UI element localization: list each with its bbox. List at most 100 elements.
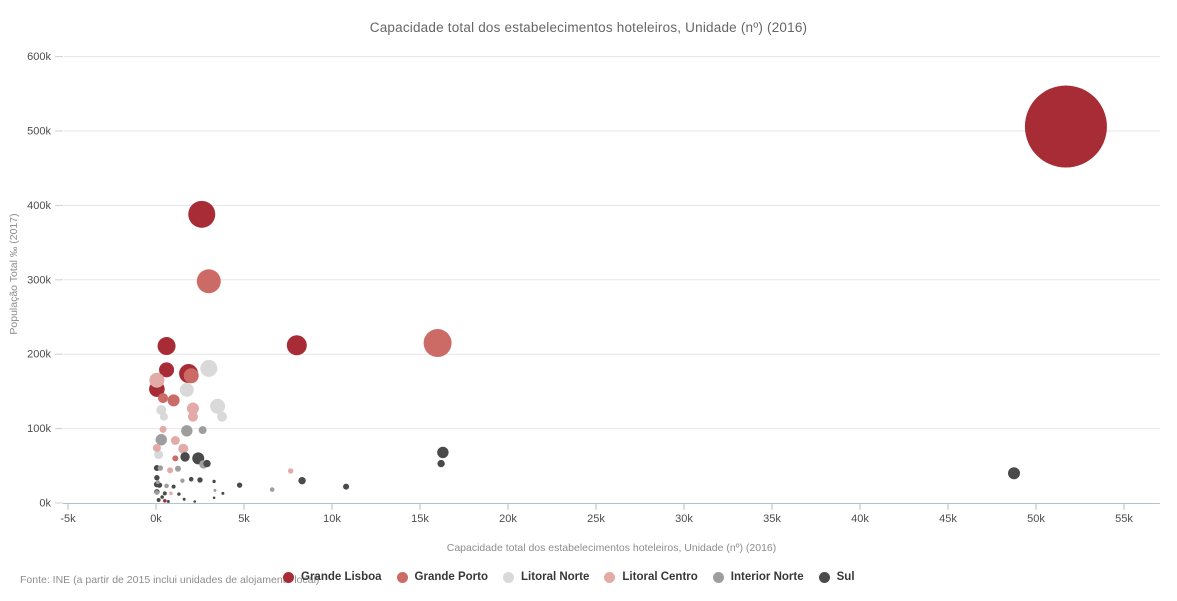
bubble-grande-porto[interactable] bbox=[423, 329, 452, 358]
bubble-sul[interactable] bbox=[160, 495, 164, 499]
bubble-sul[interactable] bbox=[437, 459, 445, 468]
bubble-litoral-centro[interactable] bbox=[187, 411, 198, 422]
legend-label: Grande Lisboa bbox=[301, 571, 382, 583]
bubble-sul[interactable] bbox=[298, 476, 306, 485]
bubble-litoral-norte[interactable] bbox=[210, 398, 226, 414]
bubble-litoral-norte[interactable] bbox=[156, 405, 167, 415]
y-tick-label: 400k bbox=[27, 200, 51, 212]
bubble-interior-norte[interactable] bbox=[154, 490, 160, 495]
y-tick-label: 600k bbox=[27, 51, 51, 63]
bubble-litoral-norte[interactable] bbox=[154, 450, 164, 460]
legend-dot-icon bbox=[818, 571, 830, 583]
bubble-litoral-centro[interactable] bbox=[170, 436, 180, 446]
bubble-litoral-centro[interactable] bbox=[149, 372, 165, 388]
bubble-grande-porto[interactable] bbox=[183, 368, 199, 384]
chart-title: Capacidade total dos estabelecimentos ho… bbox=[369, 20, 808, 35]
bubble-sul[interactable] bbox=[437, 446, 449, 459]
x-tick-label: 50k bbox=[1027, 513, 1045, 525]
bubble-sul[interactable] bbox=[156, 498, 161, 503]
bubble-sul[interactable] bbox=[343, 483, 350, 490]
bubble-sul[interactable] bbox=[221, 491, 225, 495]
bubble-litoral-centro[interactable] bbox=[186, 402, 199, 415]
bubble-sul[interactable] bbox=[1008, 467, 1020, 480]
bubble-litoral-norte[interactable] bbox=[217, 411, 227, 422]
x-tick-label: 55k bbox=[1115, 513, 1133, 525]
bubble-grande-porto[interactable] bbox=[172, 455, 179, 462]
bubble-grande-porto[interactable] bbox=[158, 393, 169, 404]
bubble-litoral-centro[interactable] bbox=[178, 443, 189, 454]
legend: Grande Lisboa Grande Porto Litoral Norte Li… bbox=[283, 571, 855, 583]
bubble-sul[interactable] bbox=[154, 475, 160, 481]
bubble-litoral-centro[interactable] bbox=[152, 443, 161, 452]
bubble-sul[interactable] bbox=[171, 484, 176, 489]
legend-label: Grande Porto bbox=[414, 571, 489, 583]
y-axis-title: População Total ‰ (2017) bbox=[8, 213, 20, 335]
bubble-interior-norte[interactable] bbox=[157, 465, 164, 471]
bubble-sul[interactable] bbox=[197, 477, 203, 483]
x-tick-label: -5k bbox=[60, 513, 76, 525]
y-tick-label: 200k bbox=[27, 349, 51, 361]
legend-item-litoral-centro[interactable]: Litoral Centro bbox=[604, 571, 698, 583]
legend-item-litoral-norte[interactable]: Litoral Norte bbox=[503, 571, 589, 583]
bubble-sul[interactable] bbox=[212, 496, 216, 500]
y-tick-label: 500k bbox=[27, 126, 51, 138]
bubble-grande-lisboa[interactable] bbox=[159, 362, 175, 378]
bubble-sul[interactable] bbox=[193, 500, 197, 503]
x-tick-label: 20k bbox=[499, 513, 517, 525]
bubble-interior-norte[interactable] bbox=[155, 480, 160, 485]
bubble-interior-norte[interactable] bbox=[269, 487, 275, 492]
bubble-interior-norte[interactable] bbox=[175, 465, 181, 472]
bubble-sul[interactable] bbox=[188, 476, 194, 482]
bubble-litoral-norte[interactable] bbox=[200, 359, 218, 377]
legend-label: Sul bbox=[836, 571, 855, 583]
bubble-grande-porto[interactable] bbox=[167, 394, 180, 407]
bubble-sul[interactable] bbox=[166, 500, 170, 504]
bubble-grande-lisboa[interactable] bbox=[188, 200, 216, 228]
bubble-litoral-centro[interactable] bbox=[167, 467, 174, 474]
bubble-interior-norte[interactable] bbox=[198, 426, 207, 435]
x-tick-label: 15k bbox=[411, 513, 429, 525]
legend-item-grande-lisboa[interactable]: Grande Lisboa bbox=[283, 571, 382, 583]
x-tick-label: 45k bbox=[939, 513, 957, 525]
x-tick-label: 0k bbox=[150, 513, 162, 525]
bubble-grande-lisboa[interactable] bbox=[157, 337, 176, 356]
bubble-grande-lisboa[interactable] bbox=[286, 335, 307, 356]
legend-dot-icon bbox=[604, 571, 616, 583]
x-tick-label: 35k bbox=[763, 513, 781, 525]
bubble-sul[interactable] bbox=[162, 491, 167, 496]
bubble-sul[interactable] bbox=[182, 497, 186, 501]
y-tick-label: 300k bbox=[27, 274, 51, 286]
legend-dot-icon bbox=[503, 571, 515, 583]
bubble-litoral-centro[interactable] bbox=[287, 468, 294, 474]
x-tick-label: 10k bbox=[323, 513, 341, 525]
bubble-litoral-norte[interactable] bbox=[179, 382, 194, 397]
bubble-sul[interactable] bbox=[236, 482, 243, 488]
y-tick-label: 100k bbox=[27, 423, 51, 435]
legend-dot-icon bbox=[396, 571, 408, 583]
legend-label: Interior Norte bbox=[730, 571, 804, 583]
bubble-litoral-centro[interactable] bbox=[159, 425, 167, 433]
bubble-sul[interactable] bbox=[180, 452, 190, 462]
bubble-interior-norte[interactable] bbox=[213, 488, 217, 492]
legend-item-grande-porto[interactable]: Grande Porto bbox=[396, 571, 489, 583]
bubble-grande-lisboa[interactable] bbox=[163, 498, 167, 503]
bubble-interior-norte[interactable] bbox=[164, 483, 169, 489]
x-axis-title: Capacidade total dos estabelecimentos ho… bbox=[446, 542, 777, 554]
bubble-sul[interactable] bbox=[203, 459, 211, 468]
bubble-sul[interactable] bbox=[177, 492, 181, 496]
x-tick-label: 30k bbox=[675, 513, 693, 525]
bubble-interior-norte[interactable] bbox=[181, 425, 193, 437]
x-tick-label: 40k bbox=[851, 513, 869, 525]
legend-label: Litoral Norte bbox=[521, 571, 590, 583]
bubble-interior-norte[interactable] bbox=[155, 434, 167, 446]
bubble-litoral-norte[interactable] bbox=[159, 412, 168, 421]
bubble-sul[interactable] bbox=[212, 479, 216, 484]
bubble-interior-norte[interactable] bbox=[180, 478, 185, 483]
legend-item-sul[interactable]: Sul bbox=[818, 571, 855, 583]
legend-item-interior-norte[interactable]: Interior Norte bbox=[712, 571, 804, 583]
bubble-grande-lisboa[interactable] bbox=[1024, 85, 1107, 168]
bubble-litoral-centro[interactable] bbox=[169, 491, 173, 496]
bubble-grande-porto[interactable] bbox=[196, 269, 221, 294]
